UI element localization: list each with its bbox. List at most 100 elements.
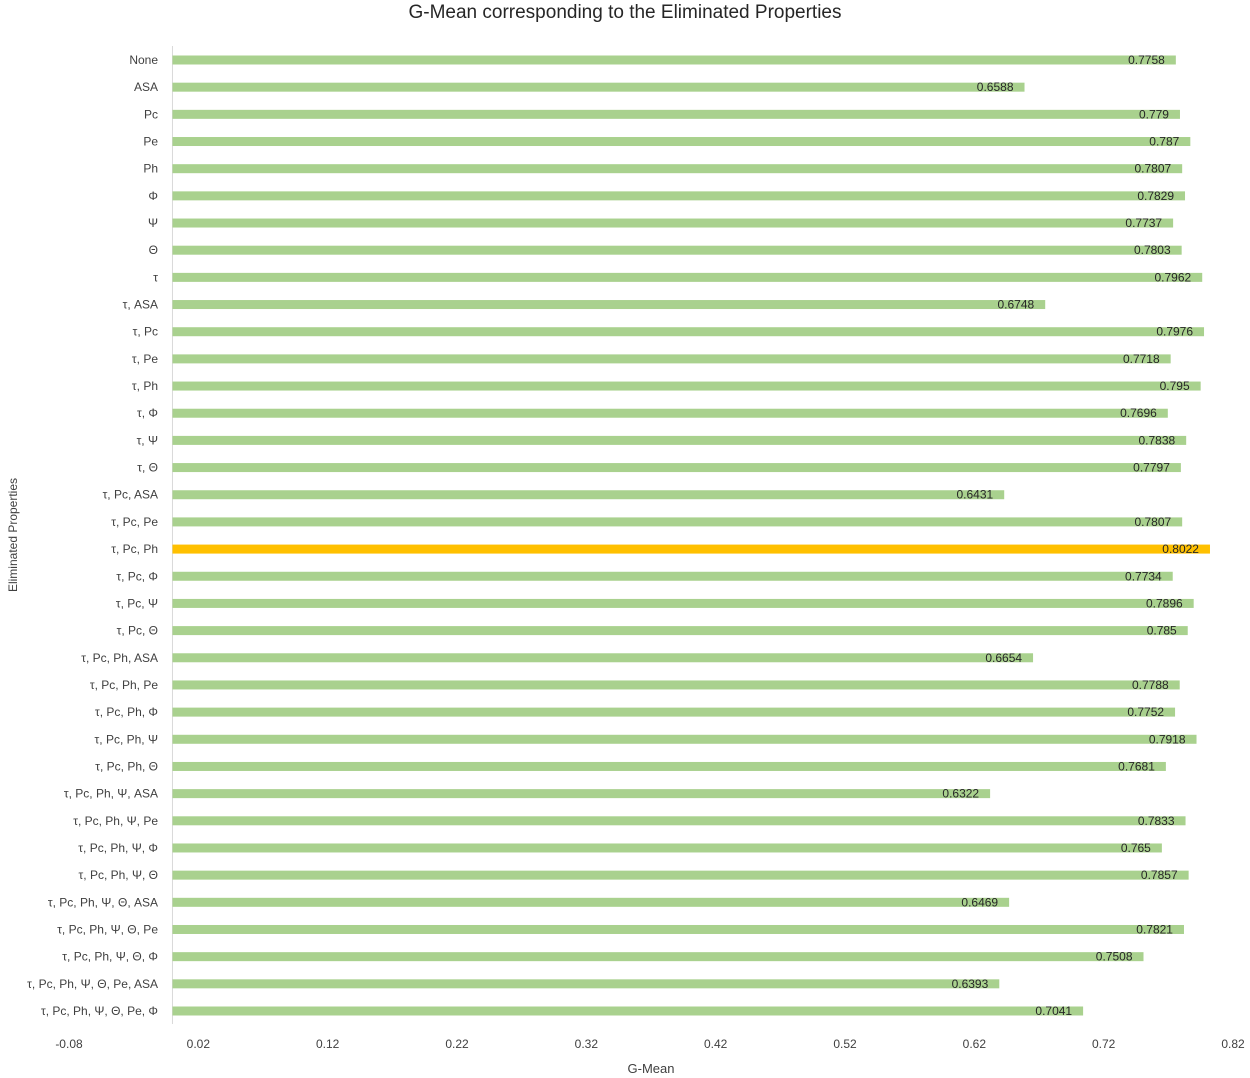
category-label: τ, Pc, Ph, Ψ, Θ [79,868,158,882]
category-label: τ, Pc, Ph, Ψ [95,732,158,746]
bar [172,490,1005,500]
data-label: 0.779 [1139,107,1169,121]
bar [172,272,1203,282]
bar [172,1006,1084,1016]
category-label: Pc [144,107,158,121]
category-label: τ, Pc, Ph, Ψ, Θ, Φ [62,950,158,964]
x-axis-title: G-Mean [627,1061,675,1076]
data-label: 0.787 [1149,135,1179,149]
bar [172,463,1181,473]
bar [172,952,1144,962]
data-label: 0.7976 [1156,325,1193,339]
data-label: 0.6469 [961,895,998,909]
bar [172,82,1025,92]
data-label: 0.7803 [1134,243,1171,257]
bar [172,897,1010,907]
chart-title: G-Mean corresponding to the Eliminated P… [408,2,842,23]
x-tick-label: 0.52 [833,1037,857,1051]
bar [172,408,1168,418]
data-label: 0.7718 [1123,352,1160,366]
data-label: 0.7737 [1125,216,1162,230]
category-label: τ, Pc, Ph, Ψ, ASA [64,787,158,801]
x-tick-label: 0.32 [575,1037,599,1051]
bar [172,137,1191,147]
bar [172,626,1188,636]
category-label: Θ [149,243,158,257]
category-label: τ, Φ [137,406,158,420]
category-label: τ, Θ [137,461,158,475]
bar [172,218,1174,228]
x-tick-label: 0.02 [187,1037,211,1051]
category-label: ASA [134,80,158,94]
bar [172,761,1166,771]
category-label: τ, Ψ [137,433,158,447]
bar [172,734,1197,744]
bar-highlighted [172,544,1210,554]
category-label: τ, ASA [123,298,158,312]
x-tick-label: 0.82 [1221,1037,1245,1051]
data-label: 0.7696 [1120,406,1157,420]
category-label: τ, Pc, Ph, Θ [95,759,158,773]
bar [172,707,1176,717]
bar [172,517,1183,527]
bar [172,327,1205,337]
bar-layer [172,55,1210,1016]
x-tick-label: 0.12 [316,1037,340,1051]
data-label: 0.6654 [985,651,1022,665]
category-label: τ, Pc, Ph, Ψ, Θ, ASA [48,895,158,909]
bar [172,109,1180,119]
data-label: 0.7752 [1127,705,1164,719]
category-label: τ, Pc, Φ [116,569,158,583]
category-label: τ, Pc, Θ [117,624,158,638]
data-label: 0.7508 [1096,950,1133,964]
bar [172,870,1189,880]
data-label: 0.765 [1121,841,1151,855]
category-label: τ, Pc [133,325,158,339]
data-label: 0.8022 [1162,542,1199,556]
category-label: τ, Pc, Ψ [116,596,158,610]
data-label: 0.7829 [1137,189,1174,203]
data-label: 0.7807 [1134,515,1171,529]
bar [172,55,1176,65]
bar [172,680,1180,690]
category-label: Φ [148,189,158,203]
data-label: 0.7758 [1128,53,1165,67]
category-label: τ, Pc, Ph, Ψ, Θ, Pe, Φ [41,1004,158,1018]
bar [172,653,1034,663]
x-tick-label: 0.42 [704,1037,728,1051]
data-label: 0.7797 [1133,461,1170,475]
category-label: None [129,53,158,67]
x-tick-label: 0.72 [1092,1037,1116,1051]
data-label: 0.7041 [1035,1004,1072,1018]
bar [172,816,1186,826]
category-label: τ, Pc, Ph [111,542,158,556]
category-label: τ, Pe [132,352,158,366]
data-label: 0.7918 [1149,732,1186,746]
bar [172,598,1194,608]
bar [172,381,1201,391]
data-label: 0.7896 [1146,596,1183,610]
axis-layer: -0.08 0.02 0.12 0.22 0.32 0.42 0.52 0.62 0.72 0.8… [55,46,1245,1051]
data-label: 0.7734 [1125,569,1162,583]
data-label: 0.7857 [1141,868,1178,882]
data-label: 0.785 [1147,624,1177,638]
category-label: Ph [143,162,158,176]
data-label: 0.6588 [977,80,1014,94]
bar [172,354,1171,364]
category-label: τ, Ph [132,379,158,393]
data-label: 0.7962 [1155,270,1192,284]
bar [172,164,1183,174]
bar [172,979,1000,989]
x-tick-label: 0.62 [963,1037,987,1051]
category-label: τ, Pc, Ph, Ψ, Pe [73,814,158,828]
data-label: 0.7788 [1132,678,1169,692]
category-label: τ, Pc, Pe [111,515,158,529]
bar [172,300,1046,310]
bar [172,435,1187,445]
category-label: Pe [143,135,158,149]
category-label: Ψ [148,216,158,230]
bar [172,789,991,799]
data-label: 0.6322 [942,787,979,801]
x-tick-label: 0.22 [445,1037,469,1051]
